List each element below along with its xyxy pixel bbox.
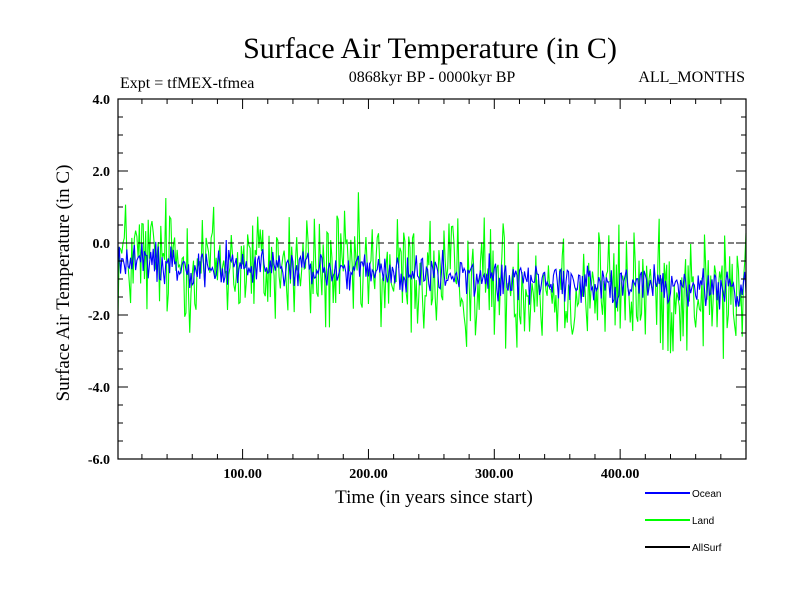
legend: Ocean Land AllSurf bbox=[645, 489, 722, 554]
y-tick-label: -6.0 bbox=[88, 453, 110, 468]
chart-subtitle-left: Expt = tfMEX-tfmea bbox=[120, 75, 254, 92]
x-axis-label: Time (in years since start) bbox=[335, 487, 533, 508]
y-tick-label: -2.0 bbox=[88, 309, 110, 324]
y-tick-label: 4.0 bbox=[93, 93, 111, 108]
series-line-ocean bbox=[117, 239, 747, 310]
plot-frame bbox=[117, 98, 747, 460]
chart-subtitle-right: ALL_MONTHS bbox=[638, 69, 745, 86]
x-tick-label: 100.00 bbox=[223, 467, 262, 482]
chart-title: Surface Air Temperature (in C) bbox=[243, 32, 617, 65]
y-tick-label: 0.0 bbox=[93, 237, 111, 252]
x-tick-label: 300.00 bbox=[475, 467, 514, 482]
series-line-land bbox=[117, 192, 747, 359]
chart-subtitle-center: 0868kyr BP - 0000kyr BP bbox=[349, 69, 516, 86]
legend-label-land: Land bbox=[692, 516, 714, 527]
legend-label-ocean: Ocean bbox=[692, 489, 721, 500]
series-layer bbox=[117, 192, 747, 359]
x-tick-label: 200.00 bbox=[349, 467, 388, 482]
y-tick-label: 2.0 bbox=[93, 165, 111, 180]
y-axis-label: Surface Air Temperature (in C) bbox=[53, 165, 74, 402]
x-tick-label: 400.00 bbox=[601, 467, 640, 482]
tick-layer: 4.0 2.0 0.0 -2.0 -4.0 -6.0 100.00 200.00 300.00 4… bbox=[88, 93, 746, 482]
y-tick-label: -4.0 bbox=[88, 381, 110, 396]
legend-label-allsurf: AllSurf bbox=[692, 543, 722, 554]
